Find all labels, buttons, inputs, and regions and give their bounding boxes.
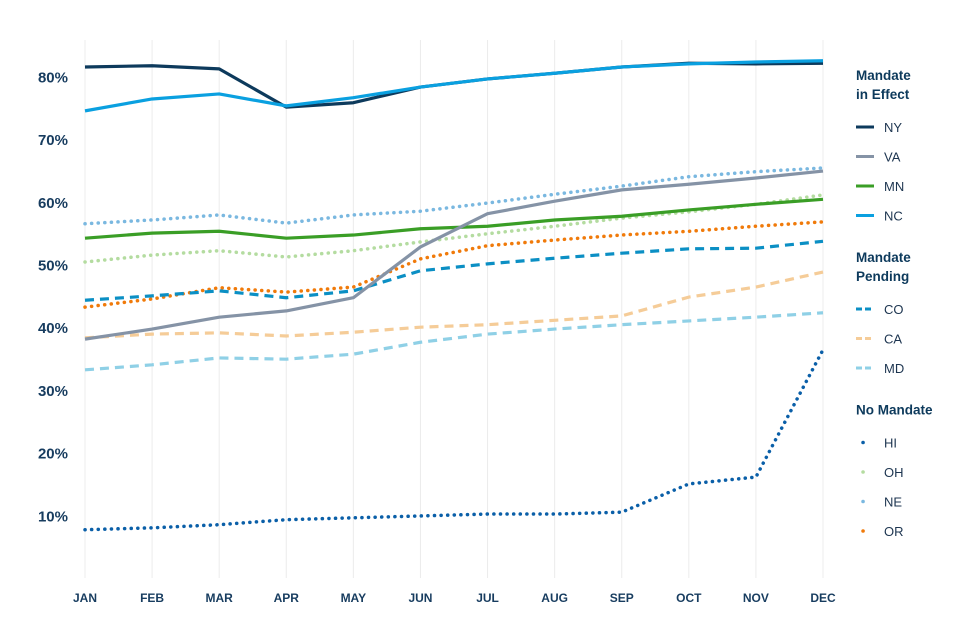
y-tick-label: 60% <box>38 195 68 212</box>
series-line-ca <box>84 270 824 340</box>
legend-group-title: Pending <box>856 269 909 284</box>
x-tick-label: AUG <box>541 591 568 605</box>
legend-label: NE <box>884 495 902 510</box>
legend-label: NC <box>884 209 903 224</box>
y-tick-label: 30% <box>38 383 68 400</box>
legend-label: VA <box>884 150 901 165</box>
legend-group-title: No Mandate <box>856 403 933 418</box>
series-line-co <box>84 239 824 302</box>
series-line-oh <box>83 193 825 264</box>
legend-label: NY <box>884 120 902 135</box>
x-tick-label: JUN <box>408 591 432 605</box>
legend-label: HI <box>884 436 897 451</box>
series-line-nc <box>84 59 824 113</box>
legend-label: CO <box>884 302 904 317</box>
legend-label: CA <box>884 332 902 347</box>
y-tick-label: 10% <box>38 508 68 525</box>
legend-group-title: in Effect <box>856 87 910 102</box>
series-line-or <box>83 220 825 309</box>
legend-label: MD <box>884 361 904 376</box>
x-tick-label: MAR <box>206 591 234 605</box>
y-tick-label: 70% <box>38 132 68 149</box>
series-line-md <box>84 311 824 372</box>
x-tick-label: NOV <box>743 591 769 605</box>
x-tick-label: APR <box>274 591 300 605</box>
legend-label: OR <box>884 524 904 539</box>
x-tick-label: SEP <box>610 591 634 605</box>
y-tick-label: 80% <box>38 69 68 86</box>
x-tick-label: JAN <box>73 591 97 605</box>
legend-label: MN <box>884 179 904 194</box>
x-tick-label: FEB <box>140 591 164 605</box>
legend-group-title: Mandate <box>856 250 911 265</box>
x-tick-label: MAY <box>341 591 367 605</box>
y-tick-label: 20% <box>38 446 68 463</box>
series-line-hi <box>83 348 825 532</box>
x-tick-label: OCT <box>676 591 702 605</box>
legend-label: OH <box>884 465 904 480</box>
series-line-ne <box>83 166 825 226</box>
series-line-va <box>84 169 824 341</box>
series-line-ny <box>84 61 824 109</box>
legend-group-title: Mandate <box>856 68 911 83</box>
y-tick-label: 40% <box>38 320 68 337</box>
y-tick-label: 50% <box>38 258 68 275</box>
x-tick-label: JUL <box>476 591 499 605</box>
series-line-mn <box>84 197 824 240</box>
x-tick-label: DEC <box>810 591 836 605</box>
